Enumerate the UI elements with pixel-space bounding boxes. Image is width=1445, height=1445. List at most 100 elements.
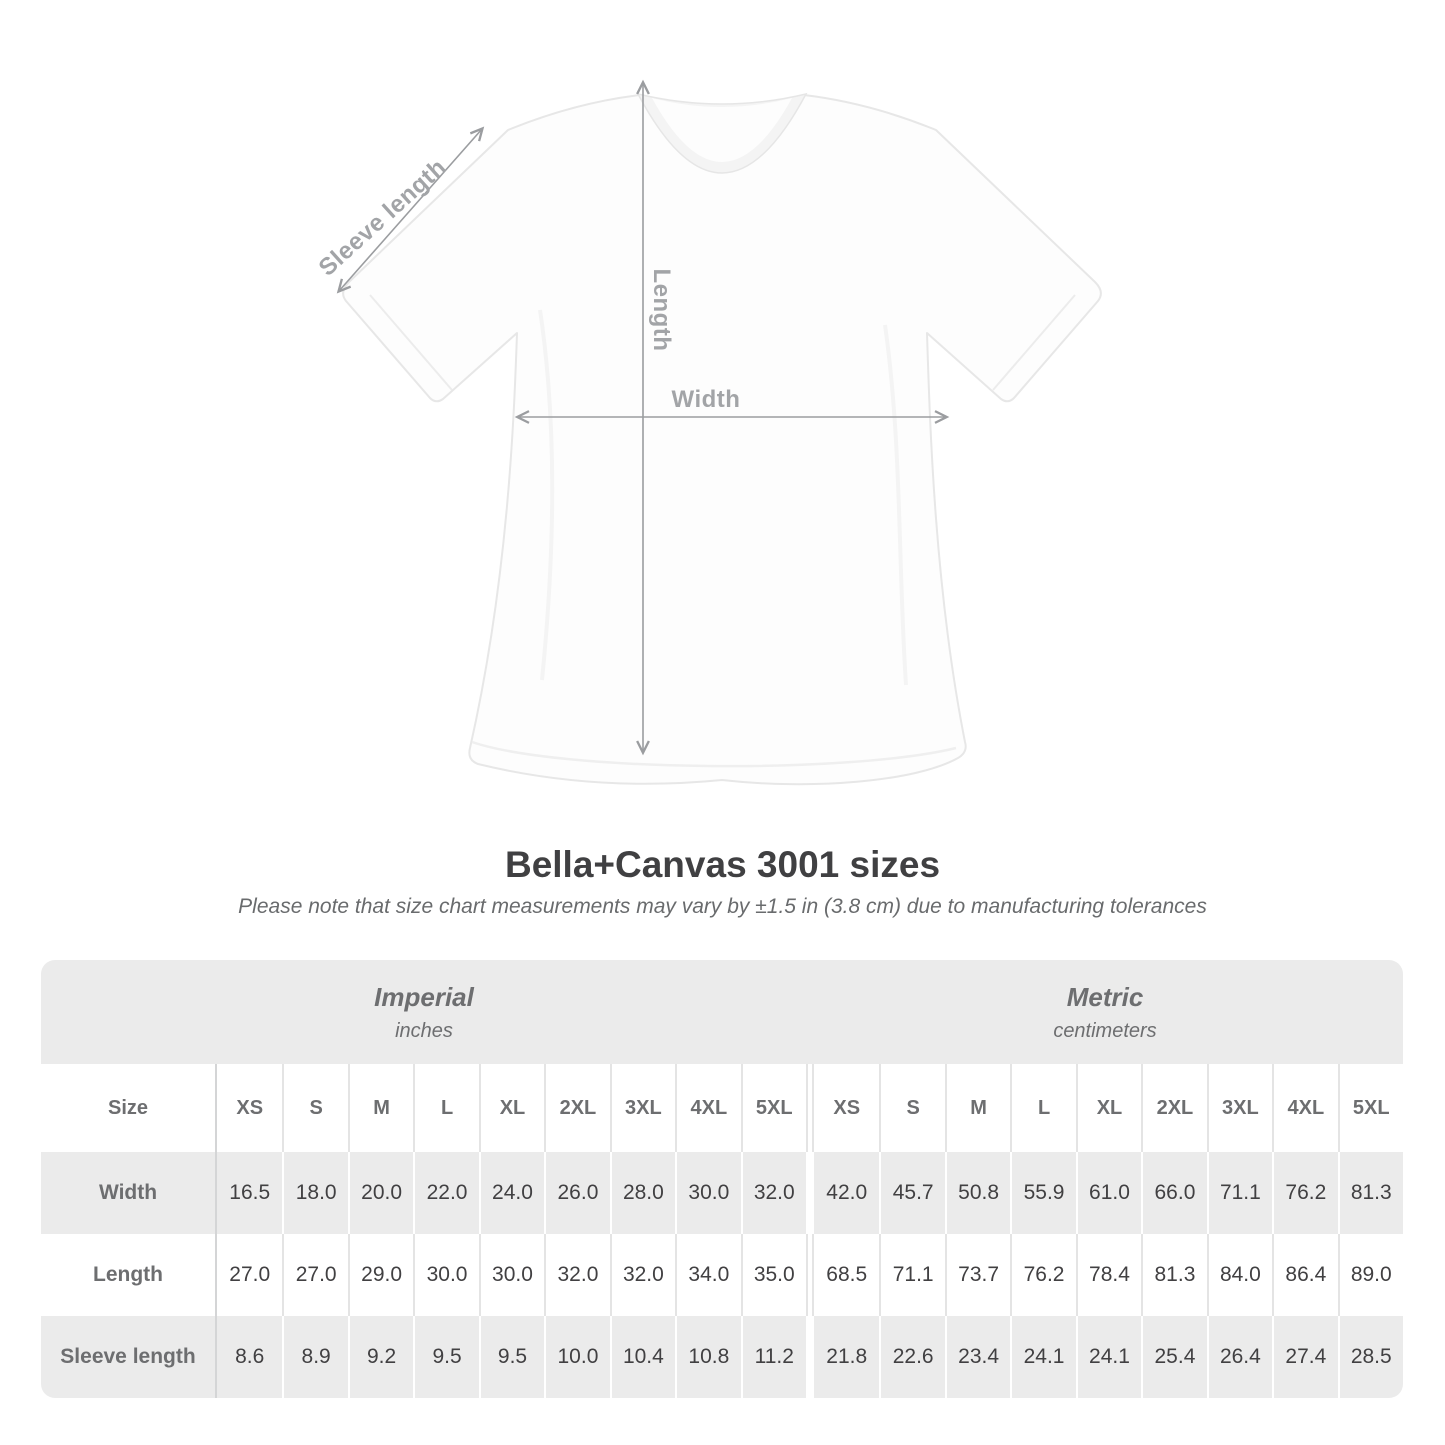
value-cell-imperial: 24.0: [478, 1152, 545, 1234]
size-grid: Size XS S M L XL 2XL 3XL 4XL 5XL XS S M L XL 2XL 3XL 4XL 5…: [41, 1064, 1403, 1398]
value-cell-imperial: 9.2: [347, 1316, 414, 1398]
value-cell-imperial: 29.0: [347, 1234, 414, 1316]
size-header-metric: 3XL: [1206, 1064, 1273, 1152]
size-header-imperial: XS: [217, 1064, 283, 1152]
size-header-imperial: 3XL: [609, 1064, 676, 1152]
group-spacer: [805, 1234, 814, 1316]
size-header-metric: 2XL: [1141, 1064, 1207, 1152]
value-cell-imperial: 32.0: [544, 1234, 610, 1316]
value-cell-metric: 55.9: [1010, 1152, 1076, 1234]
value-cell-imperial: 30.0: [413, 1234, 479, 1316]
value-cell-metric: 76.2: [1010, 1234, 1076, 1316]
measurement-row-label: Sleeve length: [41, 1316, 217, 1398]
imperial-heading: Imperial: [374, 981, 474, 1012]
size-header-metric: M: [944, 1064, 1011, 1152]
value-cell-metric: 78.4: [1075, 1234, 1142, 1316]
value-cell-metric: 73.7: [944, 1234, 1011, 1316]
size-header-metric: S: [879, 1064, 945, 1152]
size-chart-table: Imperial inches Metric centimeters Size X…: [41, 960, 1403, 1398]
value-cell-imperial: 8.6: [217, 1316, 283, 1398]
tolerance-note: Please note that size chart measurements…: [238, 895, 1207, 918]
value-cell-imperial: 27.0: [282, 1234, 348, 1316]
group-spacer: [805, 1152, 814, 1234]
fold-line: [538, 309, 555, 681]
page-title: Bella+Canvas 3001 sizes: [504, 844, 941, 885]
size-header-imperial: XL: [478, 1064, 545, 1152]
sleeve-length-arrow: [336, 126, 485, 294]
value-cell-imperial: 34.0: [675, 1234, 741, 1316]
value-cell-imperial: 11.2: [740, 1316, 806, 1398]
tshirt-graphic: [336, 79, 1102, 786]
value-cell-metric: 66.0: [1141, 1152, 1207, 1234]
value-cell-metric: 27.4: [1272, 1316, 1338, 1398]
left-cuff-seam: [369, 294, 453, 391]
group-spacer: [805, 1316, 814, 1398]
value-cell-imperial: 26.0: [544, 1152, 610, 1234]
value-cell-metric: 84.0: [1206, 1234, 1273, 1316]
size-header-imperial: 4XL: [675, 1064, 741, 1152]
value-cell-metric: 26.4: [1206, 1316, 1273, 1398]
value-cell-imperial: 9.5: [478, 1316, 545, 1398]
value-cell-metric: 24.1: [1010, 1316, 1076, 1398]
value-cell-metric: 68.5: [813, 1234, 880, 1316]
value-cell-imperial: 27.0: [217, 1234, 283, 1316]
value-cell-metric: 45.7: [879, 1152, 945, 1234]
value-cell-imperial: 28.0: [609, 1152, 676, 1234]
tshirt-body: [342, 94, 1102, 786]
value-cell-imperial: 32.0: [609, 1234, 676, 1316]
tshirt-collar-inner: [652, 98, 792, 162]
value-cell-metric: 21.8: [813, 1316, 880, 1398]
size-header-metric: L: [1010, 1064, 1076, 1152]
size-header-metric: XS: [813, 1064, 880, 1152]
value-cell-metric: 61.0: [1075, 1152, 1142, 1234]
value-cell-imperial: 10.4: [609, 1316, 676, 1398]
value-cell-metric: 89.0: [1337, 1234, 1403, 1316]
value-cell-metric: 23.4: [944, 1316, 1011, 1398]
value-cell-metric: 76.2: [1272, 1152, 1338, 1234]
length-label: Length: [648, 268, 675, 352]
value-cell-metric: 22.6: [879, 1316, 945, 1398]
size-header-imperial: 2XL: [544, 1064, 610, 1152]
size-header-imperial: L: [413, 1064, 479, 1152]
value-cell-imperial: 10.0: [544, 1316, 610, 1398]
size-header-imperial: M: [347, 1064, 414, 1152]
value-cell-imperial: 9.5: [413, 1316, 479, 1398]
size-column-header: Size: [41, 1064, 217, 1152]
value-cell-imperial: 30.0: [478, 1234, 545, 1316]
value-cell-metric: 28.5: [1337, 1316, 1403, 1398]
value-cell-metric: 50.8: [944, 1152, 1011, 1234]
value-cell-imperial: 16.5: [217, 1152, 283, 1234]
measurement-row-label: Width: [41, 1152, 217, 1234]
width-label: Width: [671, 386, 741, 413]
value-cell-imperial: 35.0: [740, 1234, 806, 1316]
size-header-imperial: S: [282, 1064, 348, 1152]
value-cell-metric: 81.3: [1141, 1234, 1207, 1316]
value-cell-imperial: 22.0: [413, 1152, 479, 1234]
metric-heading: Metric: [1066, 981, 1144, 1012]
value-cell-imperial: 8.9: [282, 1316, 348, 1398]
value-cell-metric: 42.0: [813, 1152, 880, 1234]
metric-unit: centimeters: [1053, 1019, 1157, 1042]
value-cell-metric: 81.3: [1337, 1152, 1403, 1234]
unit-group-imperial: Imperial inches: [41, 960, 807, 1064]
size-header-metric: 5XL: [1337, 1064, 1403, 1152]
value-cell-imperial: 10.8: [675, 1316, 741, 1398]
value-cell-metric: 86.4: [1272, 1234, 1338, 1316]
value-cell-metric: 71.1: [879, 1234, 945, 1316]
value-cell-metric: 71.1: [1206, 1152, 1273, 1234]
size-header-imperial: 5XL: [740, 1064, 806, 1152]
value-cell-metric: 25.4: [1141, 1316, 1207, 1398]
fold-line: [883, 324, 908, 686]
value-cell-imperial: 20.0: [347, 1152, 414, 1234]
value-cell-imperial: 18.0: [282, 1152, 348, 1234]
unit-header-bar: Imperial inches Metric centimeters: [41, 960, 1403, 1064]
size-header-metric: XL: [1075, 1064, 1142, 1152]
imperial-unit: inches: [395, 1019, 453, 1042]
value-cell-imperial: 32.0: [740, 1152, 806, 1234]
value-cell-imperial: 30.0: [675, 1152, 741, 1234]
group-spacer: [805, 1064, 814, 1152]
hem-seam: [471, 740, 957, 768]
unit-group-metric: Metric centimeters: [807, 960, 1403, 1064]
measurement-row-label: Length: [41, 1234, 217, 1316]
